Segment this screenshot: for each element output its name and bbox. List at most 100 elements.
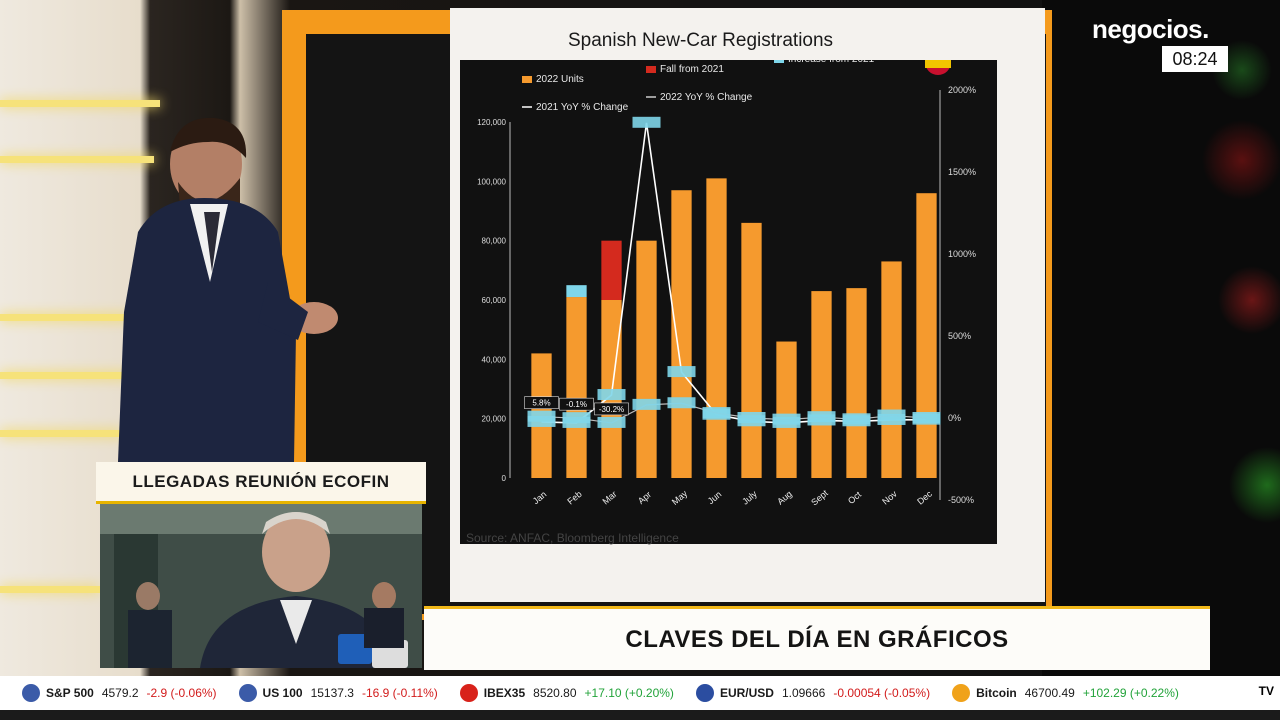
annotation-label: -0.1% — [566, 400, 587, 409]
annotation-box — [594, 402, 629, 416]
inset-scene — [100, 504, 422, 668]
studio-light-strip — [0, 586, 100, 593]
us-flag-icon — [238, 684, 257, 702]
left-axis: 0 20,000 40,000 60,000 80,000 100,000 120,000 — [477, 118, 506, 483]
right-axis-tick: -500% — [948, 495, 974, 505]
data-label-box — [667, 366, 696, 378]
right-axis-tick: 1000% — [948, 249, 976, 259]
inset-title: LLEGADAS REUNIÓN ECOFIN — [96, 462, 426, 504]
left-axis-tick: 100,000 — [477, 177, 506, 186]
ticker-name: S&P 500 — [46, 686, 94, 700]
ticker-item: Bitcoin 46700.49 +102.29 (+0.22%) — [952, 684, 1179, 702]
data-label-box — [632, 116, 661, 128]
bar-2022-units — [741, 222, 762, 478]
left-axis-tick: 60,000 — [482, 296, 507, 305]
data-label-box — [632, 398, 661, 410]
ticker-bottom-bar — [0, 710, 1280, 720]
spain-flag-icon — [925, 60, 951, 75]
chart: 2022 Units Fall from 2021 Increase from 20… — [460, 60, 997, 544]
data-label-box — [597, 416, 626, 428]
ticker-change: +17.10 (+0.20%) — [584, 686, 674, 700]
ticker-name: Bitcoin — [976, 686, 1017, 700]
annotation-label: 5.8% — [532, 399, 550, 408]
ticker-name: US 100 — [262, 686, 303, 700]
legend-label: 2022 Units — [536, 74, 584, 85]
ticker-value: 15137.3 — [310, 686, 354, 700]
legend-swatch — [522, 76, 532, 83]
market-ticker: S&P 500 4579.2 -2.9 (-0.06%) US 100 15137.3-… — [0, 676, 1280, 710]
us-flag-icon — [22, 684, 40, 702]
spain-flag-icon — [459, 684, 478, 702]
annotation-label: -30.2% — [599, 405, 624, 414]
bar-2022-units — [636, 240, 657, 478]
studio-light-strip — [0, 372, 130, 379]
bar-2022-units — [671, 190, 692, 478]
data-label-box — [807, 411, 836, 423]
right-axis-tick: 2000% — [948, 85, 976, 95]
studio-light-strip — [0, 430, 122, 437]
annotation-box — [524, 396, 559, 409]
studio-light-strip — [0, 100, 160, 107]
presenter — [118, 117, 338, 462]
legend-label: Fall from 2021 — [660, 64, 724, 75]
bar-2022-units — [566, 297, 587, 478]
ticker-item: EUR/USD 1.09666 -0.00054 (-0.05%) — [695, 684, 931, 702]
right-axis-tick: 1500% — [948, 167, 976, 177]
data-label-box — [912, 412, 941, 423]
channel-logo: negocios. — [1092, 14, 1209, 44]
ticker-name: EUR/USD — [719, 686, 774, 700]
ticker-value: 1.09666 — [781, 686, 826, 700]
ticker-item: IBEX35 8520.80 +17.10 (+0.20%) — [459, 684, 674, 702]
legend-label: 2022 YoY % Change — [660, 92, 753, 103]
data-label-box — [562, 412, 591, 424]
data-label-box — [702, 407, 731, 419]
ticker-change: -16.9 (-0.11%) — [361, 686, 438, 700]
left-axis-tick: 80,000 — [482, 237, 507, 246]
headline-bar: CLAVES DEL DÍA EN GRÁFICOS — [424, 606, 1210, 670]
ticker-end-mark: TV — [1258, 684, 1274, 698]
ticker-change: +102.29 (+0.22%) — [1082, 686, 1179, 700]
data-label-box — [877, 409, 906, 421]
microphone — [338, 634, 372, 664]
ticker-change: -2.9 (-0.06%) — [146, 686, 217, 700]
data-label-box — [842, 413, 871, 425]
bar-increase-from-2021 — [566, 285, 587, 298]
bar-fall-from-2021 — [601, 240, 622, 300]
clock: 08:24 — [1162, 46, 1228, 72]
ticker-change: -0.00054 (-0.05%) — [833, 686, 931, 700]
bar-2022-units — [776, 341, 797, 478]
bar-2022-units — [881, 261, 902, 478]
chart-annotations: 5.8% -0.1% -30.2% — [524, 396, 629, 416]
annotation-box — [559, 397, 594, 411]
legend-label: Increase from 2021 — [788, 60, 875, 65]
data-label-box — [667, 397, 696, 409]
chart-legend: 2022 Units Fall from 2021 Increase from 20… — [522, 60, 875, 113]
video-wall — [1042, 0, 1280, 690]
bar-2022-units — [846, 288, 867, 478]
bar-2022-units — [811, 291, 832, 478]
right-axis-tick: 500% — [948, 331, 971, 341]
bar-2022-units — [916, 193, 937, 478]
studio-light-strip — [0, 314, 130, 321]
left-axis-tick: 40,000 — [482, 355, 507, 364]
chart-title: Spanish New-Car Registrations — [568, 30, 834, 51]
left-axis-tick: 20,000 — [482, 415, 507, 424]
legend-swatch — [774, 60, 784, 63]
data-label-box — [597, 389, 626, 401]
right-axis-tick: 0% — [948, 413, 961, 423]
data-label-box — [737, 412, 766, 423]
chart-lines — [527, 116, 941, 428]
ticker-name: IBEX35 — [483, 686, 526, 700]
eu-us-flag-icon — [695, 684, 714, 702]
ticker-item: S&P 500 4579.2 -2.9 (-0.06%) — [22, 684, 217, 702]
legend-label: 2021 YoY % Change — [536, 102, 629, 113]
ticker-item: US 100 15137.3 -16.9 (-0.11%) — [238, 684, 438, 702]
right-axis: -500% 0% 500% 1000% 1500% 2000% — [948, 85, 976, 505]
left-axis-tick: 120,000 — [477, 118, 506, 127]
studio-light-strip — [0, 156, 154, 163]
bar-2022-units — [706, 178, 727, 478]
ticker-value: 8520.80 — [533, 686, 577, 700]
inset-video — [100, 504, 422, 668]
interviewee-face — [262, 512, 330, 592]
